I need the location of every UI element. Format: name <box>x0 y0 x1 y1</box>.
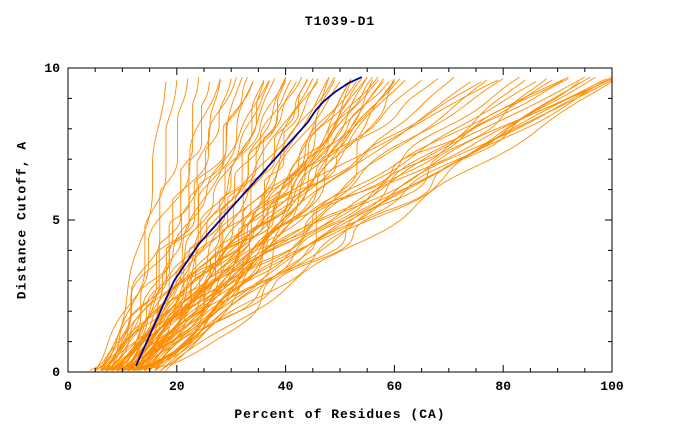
y-tick-label: 5 <box>52 213 60 228</box>
model-curve <box>89 81 167 371</box>
x-tick-label: 80 <box>495 379 511 394</box>
model-curve <box>116 76 335 371</box>
model-curve <box>144 76 368 371</box>
model-curve <box>154 78 613 371</box>
model-curve <box>111 81 254 371</box>
x-tick-label: 100 <box>600 379 624 394</box>
model-curve <box>160 81 613 371</box>
model-curve <box>122 78 547 371</box>
model-curve <box>154 76 368 371</box>
model-curve <box>138 78 363 371</box>
model-curve <box>111 79 498 371</box>
model-curve <box>138 78 352 371</box>
model-curve <box>111 78 308 371</box>
model-curve <box>116 79 526 371</box>
model-curve <box>165 76 613 371</box>
model-curve <box>143 79 553 371</box>
model-curve <box>149 79 406 371</box>
model-curve <box>133 78 395 371</box>
model-curve <box>100 77 200 371</box>
model-curve <box>143 81 390 371</box>
model-curve <box>94 76 248 371</box>
model-curve <box>105 81 254 371</box>
model-curve <box>154 76 591 371</box>
model-curve <box>100 79 422 371</box>
model-curve <box>105 81 482 371</box>
y-tick-label: 0 <box>52 365 60 380</box>
x-axis-label: Percent of Residues (CA) <box>234 407 446 422</box>
x-tick-label: 60 <box>387 379 403 394</box>
y-axis-label: Distance Cutoff, A <box>14 140 30 300</box>
x-tick-label: 20 <box>169 379 185 394</box>
model-curve <box>143 79 564 371</box>
model-curve <box>154 78 384 371</box>
highlight-curve <box>135 76 363 367</box>
model-curve <box>122 81 357 371</box>
model-curve <box>116 81 602 371</box>
model-curve <box>116 76 330 371</box>
model-curve <box>94 80 178 371</box>
model-curve <box>122 79 613 371</box>
model-curve <box>127 78 504 371</box>
x-tick-label: 40 <box>278 379 294 394</box>
x-tick-label: 0 <box>64 379 72 394</box>
model-curve <box>132 76 569 371</box>
model-curve <box>105 78 439 371</box>
model-curve <box>94 78 221 371</box>
model-curve <box>127 78 613 371</box>
model-curve <box>116 81 471 371</box>
model-curve <box>100 81 270 371</box>
model-curve <box>100 81 210 371</box>
y-tick-label: 10 <box>44 61 60 76</box>
model-curve <box>94 78 189 371</box>
model-curve <box>149 78 607 371</box>
model-curve <box>111 79 270 371</box>
model-curve <box>100 76 238 371</box>
model-curve <box>132 76 520 371</box>
model-curve <box>100 81 265 371</box>
model-curve <box>105 79 292 371</box>
model-curve <box>132 76 596 371</box>
chart-title: T1039-D1 <box>304 14 376 29</box>
